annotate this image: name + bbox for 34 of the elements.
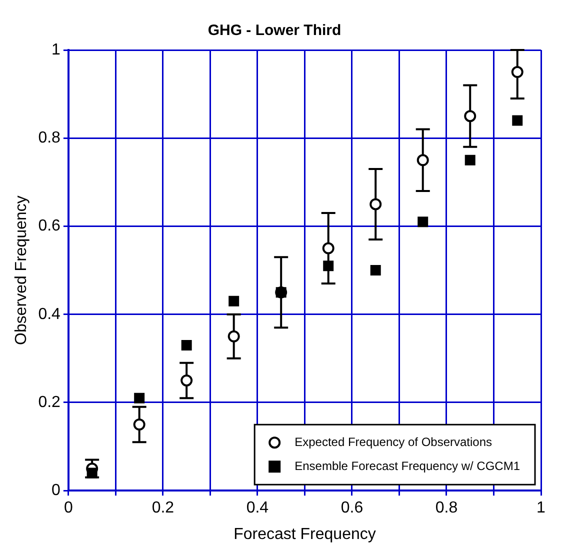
point [370, 265, 381, 276]
y-tick-label: 0.6 [38, 218, 61, 235]
point [511, 66, 524, 78]
x-tick-label: 0.6 [340, 500, 364, 517]
point [228, 296, 240, 306]
point [370, 198, 382, 210]
x-tick-label: 0.2 [152, 500, 174, 517]
y-tick-label: 0.8 [38, 130, 61, 147]
point [322, 242, 334, 254]
y-axis-title: Observed Frequency [13, 196, 30, 346]
x-tick-label: 0 [64, 500, 73, 517]
y-tick-label: 0.2 [38, 394, 61, 411]
point [464, 110, 476, 122]
point [512, 115, 523, 126]
chart-title: GHG - Lower Third [208, 22, 342, 40]
x-tick-label: 1 [536, 500, 546, 517]
y-tick-label: 0.4 [38, 306, 61, 323]
point [228, 330, 240, 342]
x-axis-title: Forecast Frequency [234, 526, 376, 543]
point [133, 418, 146, 431]
y-tick-label: 1 [52, 41, 61, 58]
point [181, 340, 192, 350]
legend-label: Ensemble Forecast Frequency w/ CGCM1 [294, 458, 520, 473]
x-tick-label: 0.8 [435, 500, 458, 517]
point [134, 392, 145, 404]
point [86, 468, 98, 478]
point [323, 260, 334, 272]
y-tick-label: 0 [52, 482, 61, 500]
point [180, 374, 193, 386]
x-tick-label: 0.4 [246, 500, 269, 517]
point [464, 154, 476, 166]
point [416, 154, 429, 166]
legend-label: Expected Frequency of Observations [294, 434, 492, 449]
point [418, 216, 428, 228]
